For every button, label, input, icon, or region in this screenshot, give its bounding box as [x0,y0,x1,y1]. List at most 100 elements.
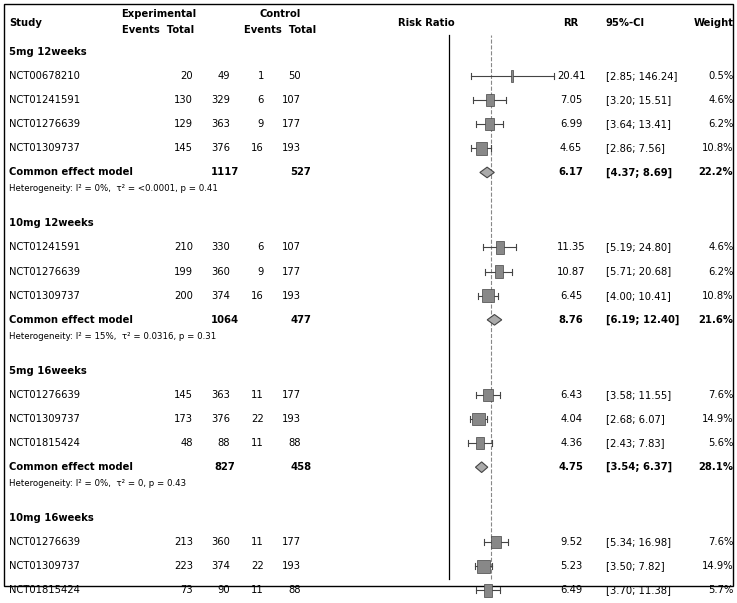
Text: 200: 200 [174,291,193,301]
Text: 14.9%: 14.9% [702,561,733,571]
Text: Events  Total: Events Total [122,25,195,34]
Text: 827: 827 [214,463,235,472]
Text: 49: 49 [217,71,230,81]
Text: [5.34; 16.98]: [5.34; 16.98] [606,537,671,547]
Text: 11: 11 [251,586,264,595]
Text: [4.00; 10.41]: [4.00; 10.41] [606,291,671,301]
Text: 5.7%: 5.7% [708,586,733,595]
Text: 374: 374 [211,291,230,301]
Text: NCT01241591: NCT01241591 [9,95,80,105]
Text: 16: 16 [251,291,264,301]
Text: 213: 213 [174,537,193,547]
Text: Experimental: Experimental [121,10,196,19]
Text: 193: 193 [282,414,301,424]
Text: Control: Control [259,10,301,19]
Text: 11: 11 [251,438,264,448]
Text: 5.6%: 5.6% [708,438,733,448]
Text: 10mg 16weeks: 10mg 16weeks [9,513,94,523]
Text: 374: 374 [211,561,230,571]
Text: [6.19; 12.40]: [6.19; 12.40] [606,315,680,325]
Text: 22: 22 [251,561,264,571]
Polygon shape [475,462,488,473]
Text: 177: 177 [282,267,301,277]
Text: NCT01276639: NCT01276639 [9,390,80,400]
Text: [5.71; 20.68]: [5.71; 20.68] [606,267,671,277]
Text: 8.76: 8.76 [559,315,584,325]
Bar [495,265,503,278]
Text: Common effect model: Common effect model [9,315,133,325]
Text: 4.6%: 4.6% [708,242,733,253]
Text: NCT01276639: NCT01276639 [9,267,80,277]
Text: 10.8%: 10.8% [702,144,733,153]
Text: 0.5%: 0.5% [708,71,733,81]
Text: 4.36: 4.36 [560,438,582,448]
Text: 10.8%: 10.8% [702,291,733,301]
Text: 363: 363 [211,390,230,400]
Text: 11.35: 11.35 [557,242,585,253]
Text: 6.17: 6.17 [559,168,584,177]
Bar [483,388,493,401]
Text: 145: 145 [174,144,193,153]
Text: 9.52: 9.52 [560,537,582,547]
Text: 6: 6 [257,242,264,253]
Bar [477,560,490,573]
Bar [486,118,494,130]
Text: 11: 11 [251,537,264,547]
Text: 88: 88 [288,586,301,595]
Text: 199: 199 [174,267,193,277]
Text: [2.68; 6.07]: [2.68; 6.07] [606,414,665,424]
Polygon shape [487,315,502,325]
Text: 330: 330 [212,242,230,253]
Text: 329: 329 [211,95,230,105]
Text: 5mg 16weeks: 5mg 16weeks [9,366,86,376]
Text: NCT01309737: NCT01309737 [9,414,80,424]
Text: [5.19; 24.80]: [5.19; 24.80] [606,242,671,253]
Text: 6.2%: 6.2% [708,119,733,129]
Bar [475,142,487,154]
Text: 193: 193 [282,144,301,153]
Bar [476,437,484,449]
Text: 90: 90 [217,586,230,595]
Text: 458: 458 [290,463,311,472]
Text: RR: RR [564,18,579,28]
Text: 88: 88 [288,438,301,448]
Text: 6.43: 6.43 [560,390,582,400]
Text: 9: 9 [257,119,264,129]
Text: 9: 9 [257,267,264,277]
Text: [4.37; 8.69]: [4.37; 8.69] [606,167,672,178]
Text: [3.54; 6.37]: [3.54; 6.37] [606,462,672,472]
Text: 7.05: 7.05 [560,95,582,105]
Text: Common effect model: Common effect model [9,463,133,472]
Text: 88: 88 [217,438,230,448]
Text: NCT01309737: NCT01309737 [9,291,80,301]
Text: 1064: 1064 [211,315,239,325]
Text: 4.75: 4.75 [559,463,584,472]
Text: [3.64; 13.41]: [3.64; 13.41] [606,119,671,129]
Text: Study: Study [9,18,42,28]
Text: 14.9%: 14.9% [702,414,733,424]
Bar [511,70,514,82]
Text: 360: 360 [211,267,230,277]
Text: [2.43; 7.83]: [2.43; 7.83] [606,438,664,448]
Text: 376: 376 [211,414,230,424]
Text: 95%-CI: 95%-CI [606,18,645,28]
Text: 16: 16 [251,144,264,153]
Text: 527: 527 [290,168,311,177]
Text: 376: 376 [211,144,230,153]
Text: 28.1%: 28.1% [699,463,733,472]
Text: Common effect model: Common effect model [9,168,133,177]
Text: 360: 360 [211,537,230,547]
Text: 107: 107 [282,242,301,253]
Text: 73: 73 [181,586,193,595]
Text: 11: 11 [251,390,264,400]
Text: 1: 1 [257,71,264,81]
Text: 130: 130 [174,95,193,105]
Bar [483,289,494,302]
Text: [3.70; 11.38]: [3.70; 11.38] [606,586,671,595]
Bar [492,536,501,549]
Text: [3.50; 7.82]: [3.50; 7.82] [606,561,665,571]
Text: 4.04: 4.04 [560,414,582,424]
Text: [3.20; 15.51]: [3.20; 15.51] [606,95,671,105]
Text: Weight: Weight [694,18,733,28]
Text: 6.49: 6.49 [560,586,582,595]
